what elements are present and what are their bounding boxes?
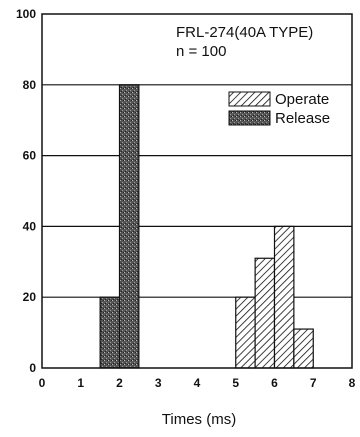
bar-operate (273, 225, 295, 369)
bar-release (118, 84, 140, 369)
bar-operate (254, 257, 276, 369)
legend-label-release: Release (275, 110, 330, 127)
legend-label-operate: Operate (275, 91, 329, 108)
x-axis-label: Times (ms) (162, 411, 236, 428)
y-tick-labels: 0 20 40 60 80 100 (16, 7, 36, 375)
y-tick-label: 100 (16, 7, 36, 21)
x-tick-label: 4 (194, 376, 201, 390)
legend: Operate Release (228, 91, 330, 127)
y-tick-label: 60 (23, 149, 37, 163)
x-tick-label: 3 (155, 376, 162, 390)
x-tick-label: 2 (116, 376, 123, 390)
legend-swatch-operate (228, 91, 271, 107)
x-tick-label: 1 (77, 376, 84, 390)
x-tick-label: 8 (349, 376, 356, 390)
annotation-model: FRL-274(40A TYPE) (176, 24, 313, 41)
gridlines (42, 84, 352, 298)
x-tick-label: 7 (310, 376, 317, 390)
legend-swatch-release (228, 110, 271, 126)
annotation-sample-size: n = 100 (176, 43, 226, 60)
y-tick-label: 40 (23, 219, 37, 233)
y-tick-label: 80 (23, 78, 37, 92)
x-tick-label: 0 (39, 376, 46, 390)
y-tick-label: 0 (29, 361, 36, 375)
plot-frame (41, 13, 353, 369)
y-tick-label: 20 (23, 290, 37, 304)
bar-operate (293, 328, 314, 369)
annotation: FRL-274(40A TYPE) n = 100 (176, 24, 313, 60)
bars (99, 84, 314, 369)
bar-release (99, 296, 121, 369)
x-tick-labels: 0 1 2 3 4 5 6 7 8 (39, 376, 356, 390)
x-tick-label: 6 (271, 376, 278, 390)
bar-operate (235, 296, 256, 369)
x-tick-label: 5 (232, 376, 239, 390)
